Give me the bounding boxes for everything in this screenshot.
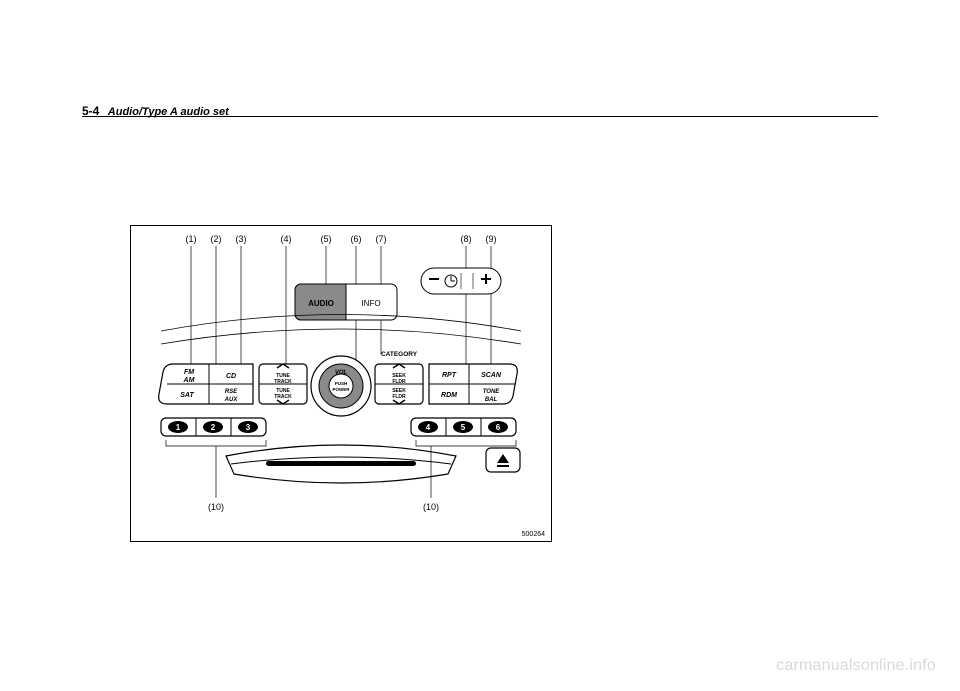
preset-right-row: 4 5 6 (411, 418, 516, 436)
control-cluster: CATEGORY FM AM CD SAT RSE AUX (159, 351, 518, 416)
category-label: CATEGORY (381, 351, 418, 358)
callout-7: (7) (376, 234, 387, 244)
cd-slot (226, 445, 456, 483)
callout-8: (8) (461, 234, 472, 244)
callout-10-left: (10) (208, 502, 224, 512)
page-header: 5-4 Audio/Type A audio set (82, 102, 878, 122)
preset-6: 6 (496, 423, 501, 432)
sat-label: SAT (180, 392, 194, 399)
audio-button-label: AUDIO (308, 299, 334, 308)
scan-label: SCAN (481, 372, 502, 379)
svg-text:AM: AM (183, 377, 195, 384)
preset-2: 2 (211, 423, 216, 432)
callout-1: (1) (186, 234, 197, 244)
callout-5: (5) (321, 234, 332, 244)
preset-1: 1 (176, 423, 181, 432)
tune-track-group: TUNE TRACK TUNE TRACK (259, 364, 307, 404)
callout-3: (3) (236, 234, 247, 244)
svg-text:BAL: BAL (485, 397, 498, 403)
right-button-group: RPT SCAN RDM TONE BAL (429, 364, 517, 404)
watermark: carmanualsonline.info (776, 657, 936, 675)
callouts-top: (1) (2) (3) (4) (5) (6) (7) (8) (9) (186, 234, 497, 244)
svg-text:FM: FM (184, 369, 194, 376)
preset-left-row: 1 2 3 (161, 418, 266, 436)
rpt-label: RPT (442, 372, 457, 379)
header-rule (82, 116, 878, 117)
svg-text:TRACK: TRACK (274, 379, 292, 385)
eject-button (486, 448, 520, 472)
callout-10-right: (10) (423, 502, 439, 512)
svg-text:FLDR: FLDR (392, 379, 406, 385)
audio-panel-svg: 500264 (1) (2) (3) (4) (5) (6) (7) (8) (… (131, 226, 551, 541)
figure-image-code: 500264 (522, 531, 545, 538)
callout-9: (9) (486, 234, 497, 244)
left-button-group: FM AM CD SAT RSE AUX (159, 364, 253, 404)
volume-knob: VOL PUSH POWER (311, 356, 371, 416)
svg-text:PUSH: PUSH (335, 381, 348, 386)
svg-text:TONE: TONE (483, 389, 501, 395)
svg-text:POWER: POWER (332, 387, 350, 392)
clock-display (421, 268, 501, 294)
audio-panel-figure: 500264 (1) (2) (3) (4) (5) (6) (7) (8) (… (130, 225, 552, 542)
seek-fldr-group: SEEK FLDR SEEK FLDR (375, 364, 423, 404)
vol-label: VOL (335, 370, 348, 376)
callout-2: (2) (211, 234, 222, 244)
callout-4: (4) (281, 234, 292, 244)
svg-text:TRACK: TRACK (274, 394, 292, 400)
preset-4: 4 (426, 423, 431, 432)
preset-3: 3 (246, 423, 251, 432)
cd-label: CD (226, 373, 236, 380)
preset-5: 5 (461, 423, 466, 432)
rdm-label: RDM (441, 392, 457, 399)
svg-text:FLDR: FLDR (392, 394, 406, 400)
callout-6: (6) (351, 234, 362, 244)
info-button-label: INFO (361, 299, 380, 308)
svg-text:AUX: AUX (224, 397, 239, 403)
svg-text:RSE: RSE (225, 389, 238, 395)
